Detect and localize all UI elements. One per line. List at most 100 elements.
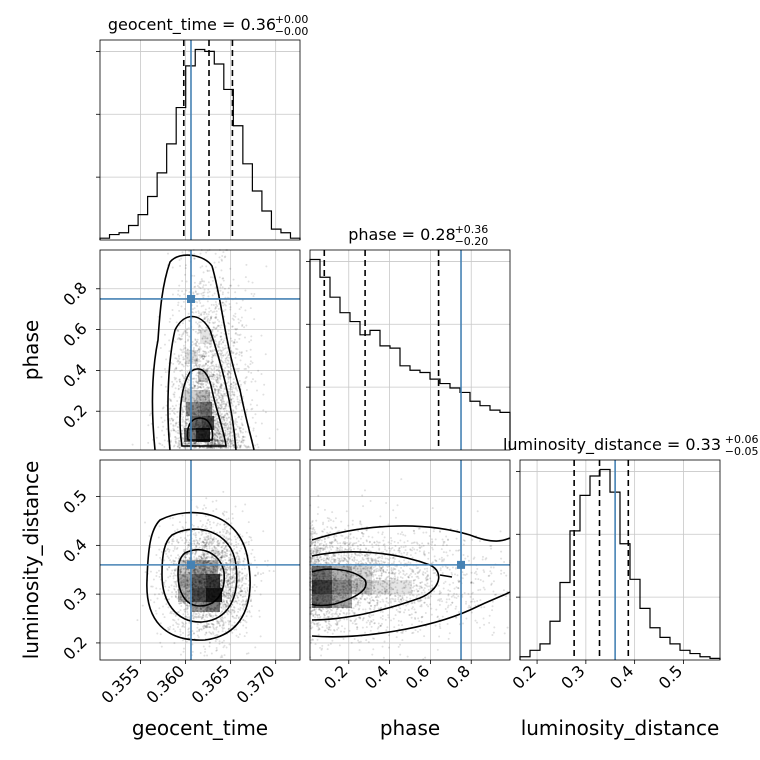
sample-point	[214, 640, 217, 643]
sample-point	[206, 270, 209, 273]
sample-point	[199, 651, 202, 654]
sample-point	[227, 517, 230, 520]
sample-point	[186, 418, 189, 421]
sample-point	[199, 286, 202, 289]
sample-point	[212, 303, 215, 306]
sample-point	[167, 576, 170, 579]
sample-point	[179, 633, 182, 636]
sample-point	[211, 361, 214, 364]
sample-point	[196, 381, 199, 384]
sample-point	[239, 319, 242, 322]
sample-point	[182, 300, 185, 303]
sample-point	[210, 395, 213, 398]
sample-point	[228, 392, 231, 395]
sample-point	[215, 649, 218, 652]
sample-point	[226, 422, 229, 425]
sample-point	[208, 310, 211, 313]
sample-point	[232, 278, 235, 281]
sample-point	[163, 434, 166, 437]
sample-point	[206, 386, 209, 389]
sample-point	[214, 388, 217, 391]
sample-point	[221, 440, 224, 443]
sample-point	[230, 538, 233, 541]
sample-point	[172, 382, 175, 385]
sample-point	[245, 263, 248, 266]
sample-point	[216, 334, 219, 337]
sample-point	[169, 575, 172, 578]
sample-point	[185, 530, 188, 533]
sample-point	[181, 290, 184, 293]
sample-point	[224, 353, 227, 356]
sample-point	[227, 332, 230, 335]
sample-point	[211, 350, 214, 353]
sample-point	[233, 535, 236, 538]
sample-point	[231, 325, 234, 328]
sample-point	[178, 258, 181, 261]
sample-point	[193, 257, 196, 260]
sample-point	[210, 391, 213, 394]
sample-point	[231, 567, 234, 570]
sample-point	[264, 353, 267, 356]
sample-point	[216, 405, 219, 408]
sample-point	[211, 358, 214, 361]
sample-point	[254, 421, 257, 424]
sample-point	[227, 321, 230, 324]
sample-point	[204, 446, 207, 449]
sample-point	[252, 429, 255, 432]
sample-point	[260, 373, 263, 376]
sample-point	[191, 396, 194, 399]
sample-point	[198, 315, 201, 318]
sample-point	[172, 628, 175, 631]
sample-point	[193, 307, 196, 310]
sample-point	[218, 387, 221, 390]
sample-point	[198, 386, 201, 389]
sample-point	[174, 438, 177, 441]
title-value: phase = 0.28	[348, 225, 455, 244]
sample-point	[254, 380, 257, 383]
sample-point	[216, 377, 219, 380]
sample-point	[219, 350, 222, 353]
sample-point	[210, 317, 213, 320]
sample-point	[210, 652, 213, 655]
sample-point	[201, 280, 204, 283]
sample-point	[161, 591, 164, 594]
sample-point	[221, 361, 224, 364]
sample-point	[204, 351, 207, 354]
sample-point	[226, 428, 229, 431]
sample-point	[161, 421, 164, 424]
sample-point	[236, 348, 239, 351]
sample-point	[230, 554, 233, 557]
sample-point	[161, 613, 164, 616]
sample-point	[223, 432, 226, 435]
sample-point	[213, 438, 216, 441]
sample-point	[272, 570, 275, 573]
sample-point	[187, 327, 190, 330]
sample-point	[198, 539, 201, 542]
sample-point	[180, 363, 183, 366]
sample-point	[225, 352, 228, 355]
sample-point	[199, 252, 202, 255]
sample-point	[181, 639, 184, 642]
sample-point	[215, 327, 218, 330]
sample-point	[196, 506, 199, 509]
sample-point	[237, 403, 240, 406]
sample-point	[229, 527, 232, 530]
sample-point	[195, 441, 198, 444]
sample-point	[186, 534, 189, 537]
sample-point	[218, 412, 221, 415]
sample-point	[164, 579, 167, 582]
sample-point	[251, 361, 254, 364]
sample-point	[204, 311, 207, 314]
sample-point	[183, 307, 186, 310]
sample-point	[204, 648, 207, 651]
sample-point	[253, 292, 256, 295]
sample-point	[237, 321, 240, 324]
sample-point	[199, 379, 202, 382]
sample-point	[212, 373, 215, 376]
sample-point	[169, 625, 172, 628]
sample-point	[178, 555, 181, 558]
sample-point	[268, 569, 271, 572]
sample-point	[260, 334, 263, 337]
sample-point	[228, 549, 231, 552]
sample-point	[211, 616, 214, 619]
